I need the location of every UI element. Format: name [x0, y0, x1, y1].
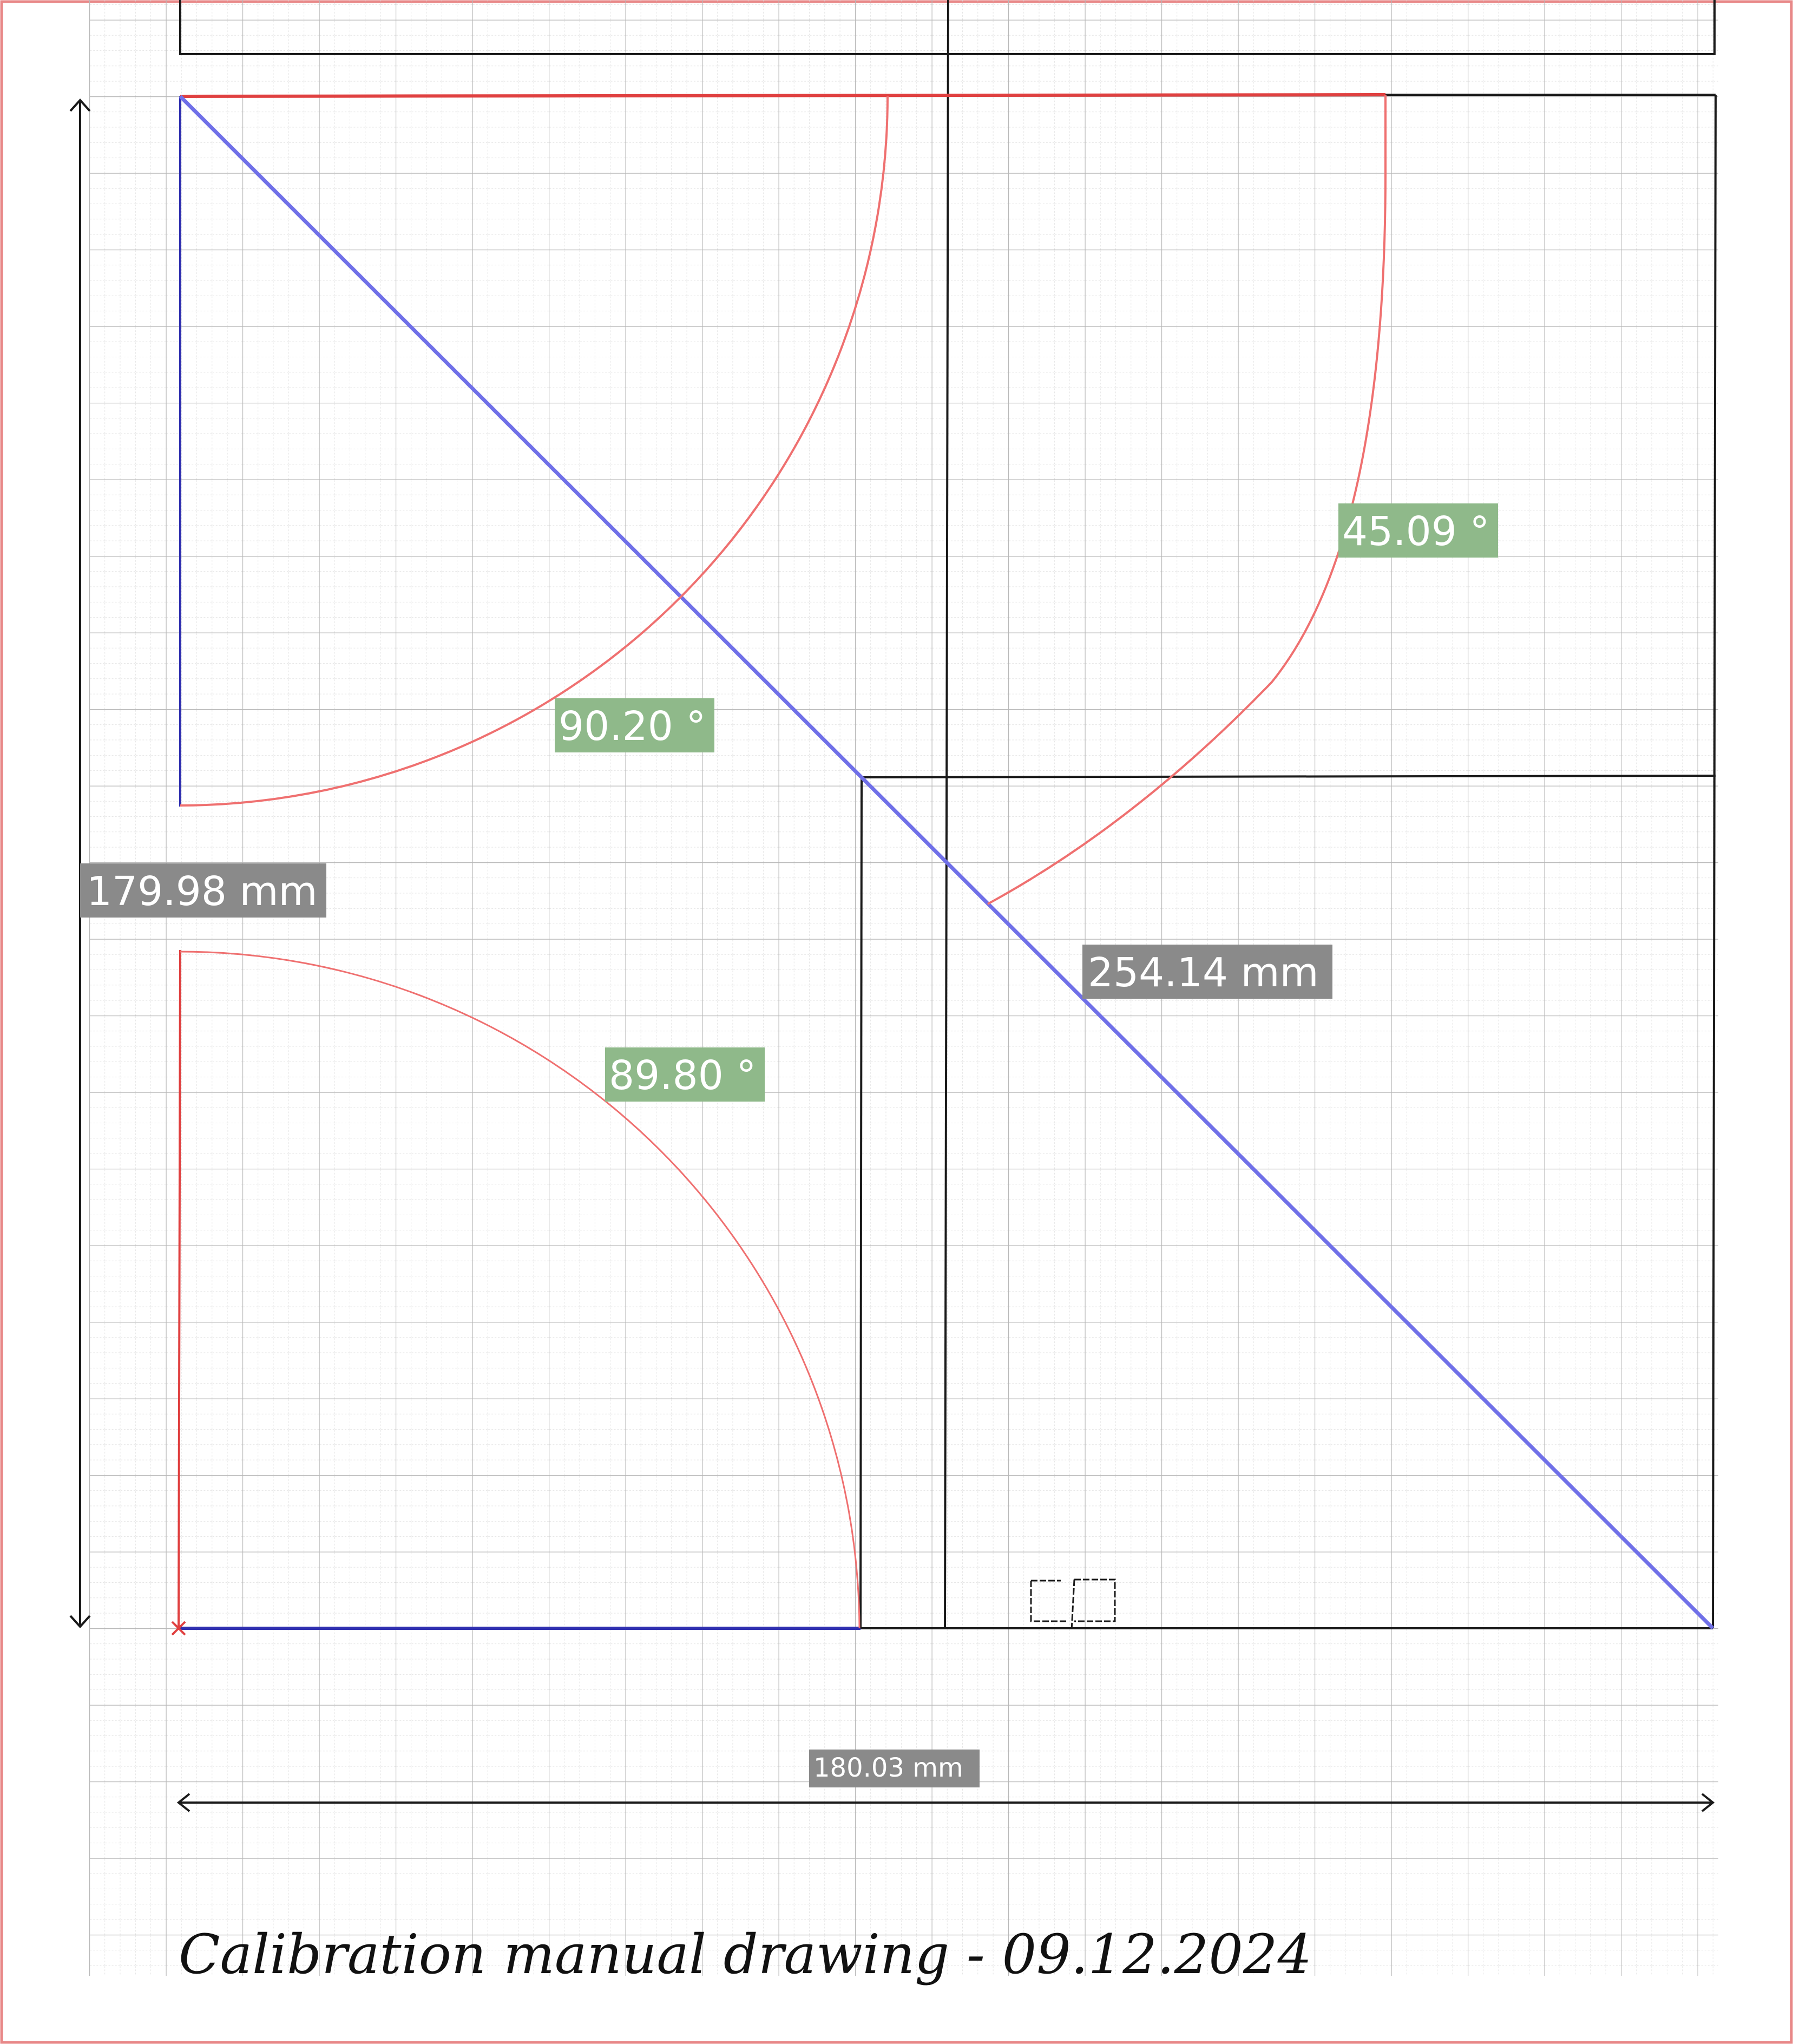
double-arrow-icon [176, 1793, 1715, 1812]
diagonal-label: 254.14 mm [1082, 945, 1332, 999]
width-label: 180.03 mm [809, 1750, 980, 1787]
diagonal-label-text: 254.14 mm [1088, 949, 1319, 996]
grid-paper-major [89, 0, 1718, 1976]
handwritten-caption: Calibration manual drawing - 09.12.2024 [179, 1923, 1312, 1986]
width-label-text: 180.03 mm [813, 1753, 963, 1783]
height-label: 179.98 mm [80, 863, 326, 918]
square-right-edge [1712, 94, 1717, 1629]
angle-bottom-left-text: 89.80 ° [609, 1052, 756, 1099]
angle-label-bottom-left: 89.80 ° [605, 1047, 765, 1102]
square-left-edge-red [178, 949, 181, 1629]
x-mark-icon [171, 1621, 186, 1636]
small-sketch-marks [1030, 1578, 1116, 1631]
angle-label-right: 45.09 ° [1338, 503, 1498, 558]
inner-horizontal-line [861, 775, 1716, 778]
angle-label-top-left: 90.20 ° [555, 698, 714, 752]
vertical-guide-line [944, 0, 949, 1629]
diagonal-line [179, 95, 1715, 1630]
arc-bottom-left [180, 951, 861, 1629]
angle-right-text: 45.09 ° [1342, 508, 1489, 555]
inner-vertical-line [859, 777, 863, 1629]
square-top-edge-red [180, 93, 1386, 98]
height-label-text: 179.98 mm [87, 868, 318, 915]
angle-top-left-text: 90.20 ° [559, 703, 706, 750]
arc-right [987, 95, 1387, 905]
arc-top-left [180, 96, 889, 807]
